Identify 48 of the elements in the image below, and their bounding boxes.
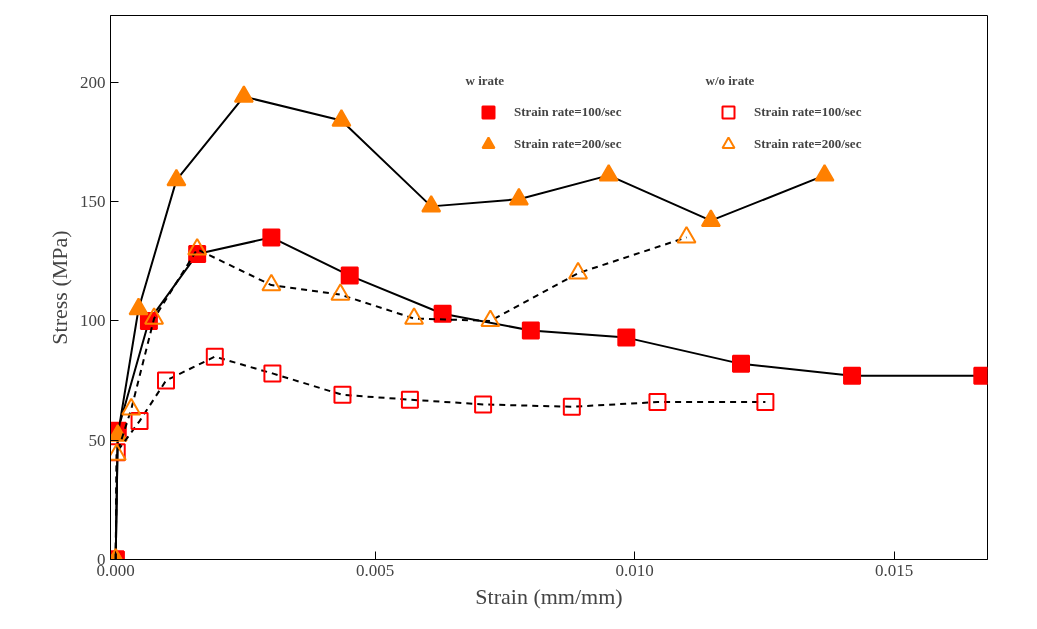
- point: [756, 393, 775, 412]
- point: [263, 364, 282, 383]
- point: [676, 226, 697, 244]
- x-tick-label: 0.005: [356, 560, 395, 580]
- y-tick-label: 50: [88, 430, 106, 450]
- annotation: w/o irate: [705, 72, 755, 88]
- y-tick-label: 150: [80, 192, 106, 212]
- point: [233, 85, 254, 103]
- point: [157, 371, 176, 390]
- point: [400, 390, 419, 409]
- point: [843, 366, 862, 385]
- point: [648, 393, 667, 412]
- x-axis-title: Strain (mm/mm): [475, 583, 623, 609]
- point: [331, 109, 352, 127]
- point: [166, 168, 187, 187]
- annotation: w irate: [465, 72, 505, 88]
- legend-label: Strain rate=200/sec: [754, 136, 863, 152]
- legend-label: Strain rate=100/sec: [514, 104, 623, 120]
- point: [474, 395, 493, 414]
- point: [144, 307, 165, 325]
- point: [568, 261, 589, 280]
- point: [521, 321, 540, 340]
- point: [598, 163, 619, 182]
- point: [480, 309, 501, 328]
- legend-label: Strain rate=200/sec: [514, 136, 623, 152]
- point: [333, 385, 352, 404]
- point: [814, 163, 835, 182]
- point: [421, 194, 442, 213]
- point: [130, 412, 149, 431]
- point: [700, 209, 721, 227]
- point: [340, 266, 359, 285]
- y-tick-label: 200: [80, 72, 106, 92]
- point: [330, 283, 351, 301]
- point: [261, 273, 282, 292]
- x-tick-label: 0.010: [615, 560, 654, 580]
- point: [508, 187, 529, 206]
- y-tick-label: 100: [80, 311, 106, 331]
- point: [562, 397, 581, 416]
- point: [187, 237, 208, 256]
- point: [732, 354, 751, 373]
- point: [128, 297, 149, 316]
- y-axis-title: Stress (MPa): [47, 230, 72, 345]
- point: [404, 307, 425, 325]
- point: [205, 347, 224, 366]
- point: [433, 304, 452, 323]
- point: [617, 328, 636, 347]
- x-tick-label: 0.015: [874, 560, 914, 580]
- legend-label: Strain rate=100/sec: [754, 104, 863, 120]
